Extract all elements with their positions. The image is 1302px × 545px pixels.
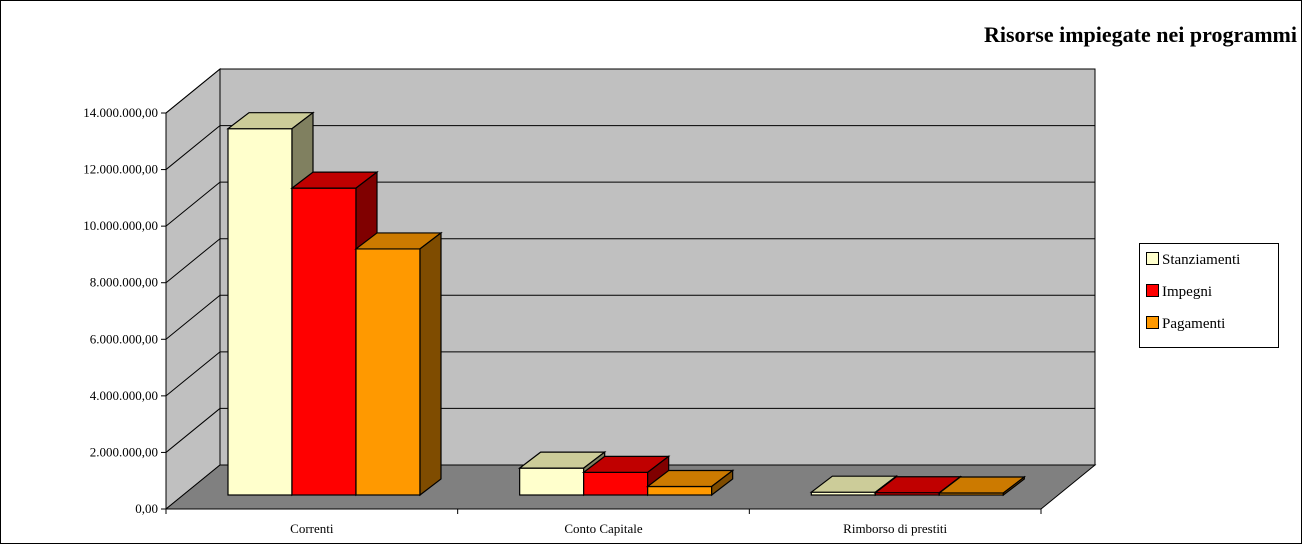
- bar-front: [647, 485, 713, 496]
- y-axis-ticks: 0,00 2.000.000,00 4.000.000,00 6.000.000,00…: [83, 105, 166, 516]
- gridlines: [165, 68, 1095, 453]
- gridline: [165, 294, 1095, 340]
- y-tick-label: 8.000.000,00: [90, 275, 158, 290]
- gridline: [165, 238, 1095, 284]
- x-tick-label: Conto Capitale: [564, 521, 643, 536]
- bar-pagamenti-2: [645, 469, 735, 497]
- legend-item-pagamenti: Pagamenti: [1146, 316, 1225, 336]
- gridline: [165, 125, 1095, 170]
- x-axis-ticks: Correnti Conto Capitale Rimborso di presti…: [165, 509, 1042, 536]
- y-tick-label: 14.000.000,00: [83, 105, 158, 120]
- legend-swatch-stanziamenti: [1146, 252, 1159, 265]
- bar-front: [519, 467, 585, 496]
- bar-front: [227, 128, 293, 496]
- gridline: [165, 407, 1095, 453]
- gridline: [165, 351, 1095, 397]
- y-tick-label: 12.000.000,00: [83, 162, 158, 177]
- legend-label-impegni: Impegni: [1162, 284, 1212, 300]
- legend-item-stanziamenti: Stanziamenti: [1146, 252, 1240, 272]
- bar-side: [419, 231, 442, 497]
- bar-side: [711, 469, 734, 497]
- x-tick-label: Correnti: [290, 521, 334, 536]
- legend-swatch-impegni: [1146, 284, 1159, 297]
- legend: Stanziamenti Impegni Pagamenti: [1139, 243, 1279, 348]
- bar-front: [355, 248, 421, 496]
- y-tick-label: 6.000.000,00: [90, 331, 158, 346]
- gridline: [165, 68, 1095, 114]
- legend-item-impegni: Impegni: [1146, 284, 1212, 304]
- bar-stanziamenti-2: [517, 450, 607, 497]
- side-wall: [165, 67, 221, 511]
- bar-pagamenti-1: [354, 231, 443, 497]
- chart-title: Risorse impiegate nei programmi: [983, 22, 1297, 47]
- bar-pagamenti-3: [937, 475, 1027, 497]
- legend-label-pagamenti: Pagamenti: [1162, 316, 1226, 332]
- y-tick-label: 2.000.000,00: [90, 444, 158, 459]
- legend-label-stanziamenti: Stanziamenti: [1162, 252, 1241, 268]
- axes: [165, 113, 1041, 510]
- y-tick-label: 4.000.000,00: [90, 388, 158, 403]
- bar-front: [583, 471, 649, 496]
- gridline: [165, 181, 1095, 227]
- x-tick-label: Rimborso di prestiti: [843, 521, 947, 536]
- bar-side: [1002, 475, 1025, 497]
- bar-front: [291, 187, 357, 496]
- legend-swatch-pagamenti: [1146, 316, 1159, 329]
- bars: [226, 111, 1027, 497]
- y-tick-label: 10.000.000,00: [83, 218, 158, 233]
- y-tick-label: 0,00: [135, 501, 158, 516]
